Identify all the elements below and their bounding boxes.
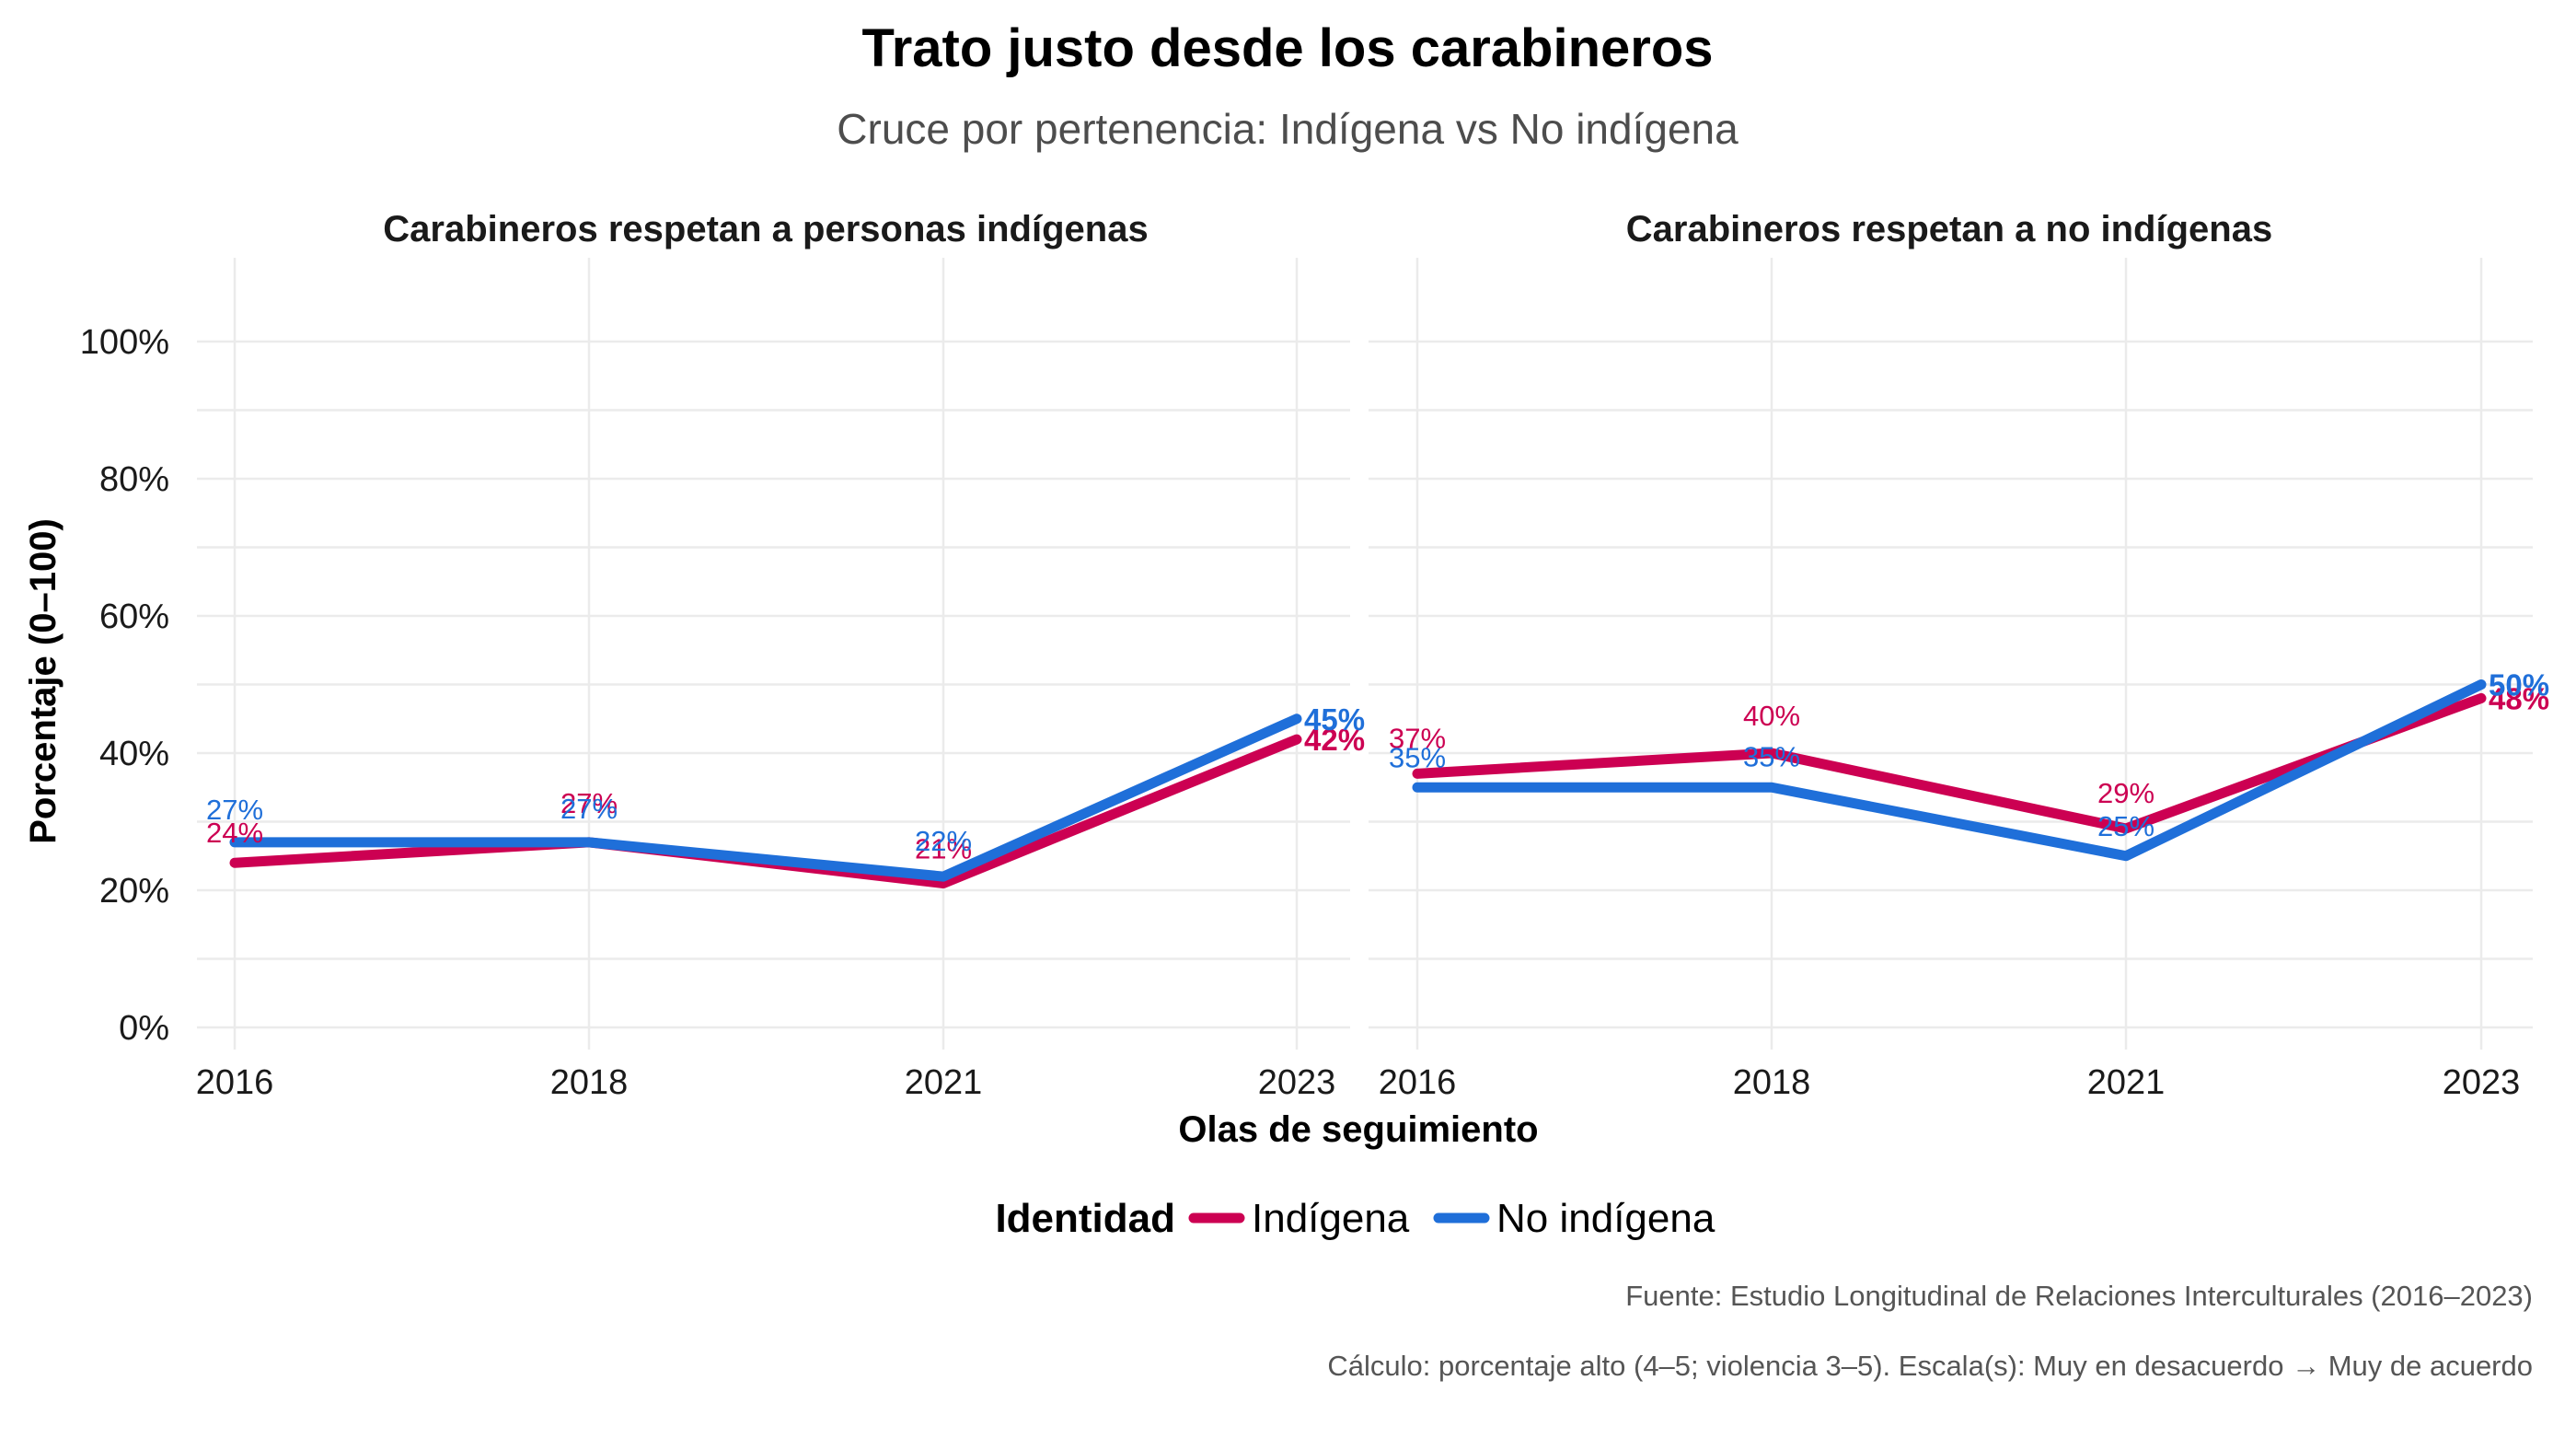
- y-tick-label: 0%: [119, 1009, 169, 1048]
- chart-subtitle: Cruce por pertenencia: Indígena vs No in…: [837, 105, 1739, 153]
- y-tick-label: 80%: [99, 460, 169, 499]
- x-tick-label: 2018: [550, 1063, 629, 1102]
- data-label: 48%: [2489, 681, 2549, 715]
- legend: Identidad Indígena No indígena: [995, 1196, 1715, 1241]
- facet-panel-right: 2016 2018 2021 2023 37% 40% 29% 48% 35% 35% 25% 50%: [1369, 258, 2549, 1102]
- legend-label-indigena: Indígena: [1252, 1196, 1410, 1241]
- data-label: 22%: [915, 825, 972, 857]
- y-tick-label: 60%: [99, 597, 169, 636]
- y-axis: 0% 20% 40% 60% 80% 100%: [80, 323, 169, 1048]
- x-tick-label: 2016: [1379, 1063, 1457, 1102]
- series-line-no-indigena: [229, 713, 1302, 882]
- caption-calculation: Cálculo: porcentaje alto (4–5; violencia…: [1327, 1350, 2533, 1382]
- facet-title-right: Carabineros respetan a no indígenas: [1626, 209, 2272, 249]
- data-label: 27%: [206, 794, 263, 826]
- y-tick-label: 40%: [99, 735, 169, 773]
- x-tick-label: 2016: [196, 1063, 274, 1102]
- facet-title-left: Carabineros respetan a personas indígena…: [383, 209, 1148, 249]
- y-axis-title: Porcentaje (0–100): [23, 518, 64, 844]
- data-label: 27%: [560, 787, 618, 819]
- series-line-indigena: [1412, 692, 2487, 834]
- data-label: 42%: [1304, 723, 1365, 757]
- x-tick-label: 2018: [1733, 1063, 1811, 1102]
- data-label: 37%: [1389, 722, 1446, 754]
- x-tick-label: 2023: [2443, 1063, 2521, 1102]
- data-label: 25%: [2097, 810, 2154, 842]
- x-tick-label: 2021: [905, 1063, 983, 1102]
- data-label: 35%: [1743, 740, 1800, 772]
- data-label: 35%: [1389, 741, 1446, 773]
- series-line-no-indigena: [1412, 679, 2487, 862]
- caption-source: Fuente: Estudio Longitudinal de Relacion…: [1625, 1280, 2533, 1312]
- legend-label-no-indigena: No indígena: [1496, 1196, 1715, 1241]
- legend-title: Identidad: [995, 1196, 1175, 1241]
- chart-title: Trato justo desde los carabineros: [861, 18, 1713, 78]
- data-label: 40%: [1743, 700, 1800, 732]
- y-tick-label: 20%: [99, 872, 169, 911]
- x-axis-title: Olas de seguimiento: [1178, 1109, 1538, 1150]
- data-label: 50%: [2489, 668, 2549, 702]
- data-label: 29%: [2097, 777, 2154, 809]
- y-tick-label: 100%: [80, 323, 169, 362]
- data-label: 45%: [1304, 702, 1365, 737]
- data-label: 24%: [206, 817, 263, 849]
- data-label: 27%: [560, 793, 618, 825]
- x-tick-label: 2023: [1258, 1063, 1336, 1102]
- x-tick-label: 2021: [2087, 1063, 2166, 1102]
- data-label: 21%: [915, 833, 972, 865]
